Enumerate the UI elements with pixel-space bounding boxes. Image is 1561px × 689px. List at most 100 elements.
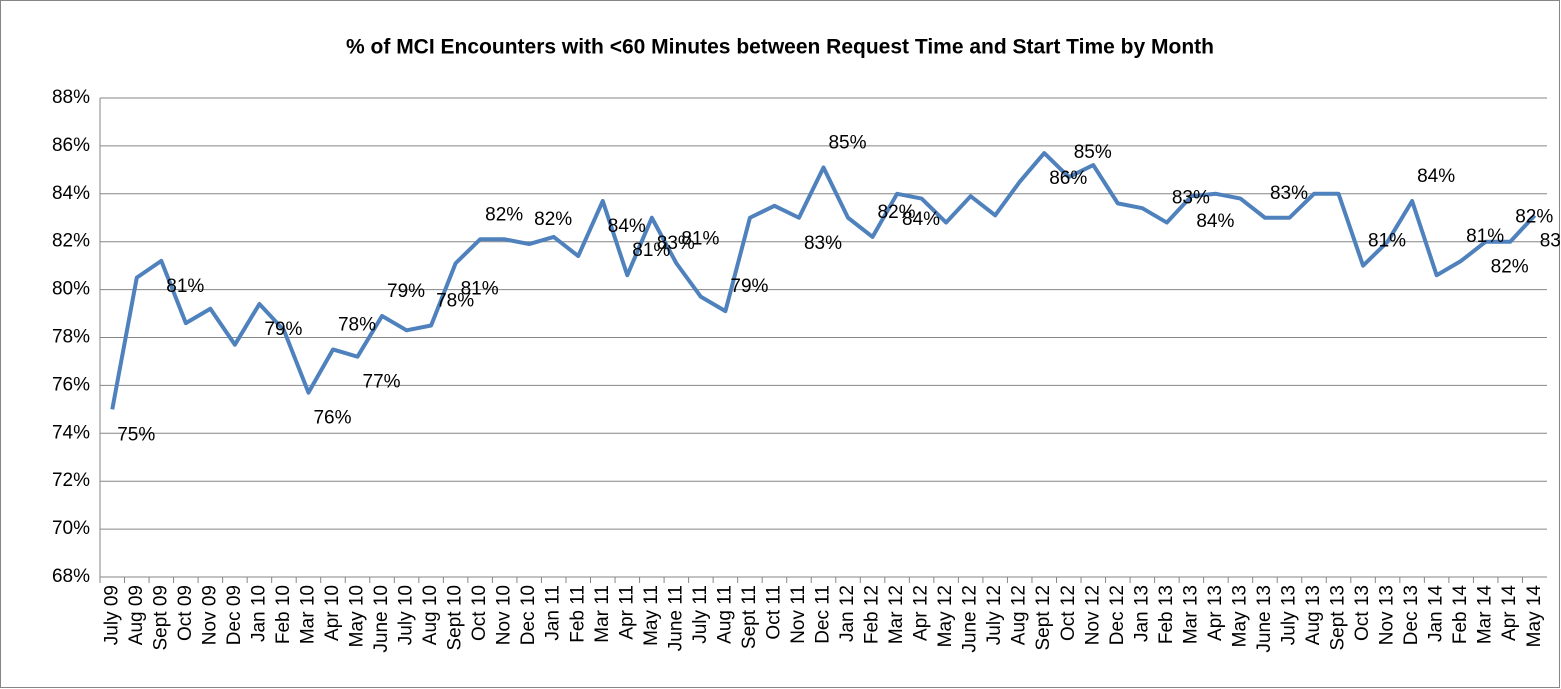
data-label: 82%: [878, 202, 916, 223]
x-tick-label: July 11: [690, 585, 711, 644]
data-label: 85%: [828, 132, 866, 153]
x-tick-label: Mar 10: [297, 585, 318, 644]
x-tick-label: Oct 11: [763, 585, 784, 640]
data-label: 79%: [264, 319, 302, 340]
x-tick-label: Sept 10: [445, 585, 466, 651]
x-tick-label: Dec 11: [813, 585, 834, 644]
x-tick-label: Aug 10: [420, 585, 441, 645]
x-tick-label: July 12: [984, 585, 1005, 645]
x-tick-label: Mar 14: [1475, 585, 1496, 645]
x-tick-label: Sept 13: [1328, 585, 1349, 651]
x-tick-label: Feb 11: [567, 585, 588, 643]
x-tick-label: Aug 11: [714, 585, 735, 644]
x-tick-label: Aug 09: [126, 585, 147, 645]
x-tick-label: June 13: [1254, 585, 1275, 653]
x-tick-label: Oct 13: [1352, 585, 1373, 641]
x-tick-label: Feb 10: [273, 585, 294, 644]
x-tick-label: Oct 12: [1058, 585, 1079, 641]
x-tick-label: Sept 12: [1033, 585, 1054, 651]
y-tick-label: 72%: [52, 470, 90, 491]
y-tick-label: 78%: [52, 327, 90, 348]
x-tick-label: Jan 14: [1426, 585, 1447, 642]
x-tick-label: Sept 11: [739, 585, 760, 649]
x-tick-label: Dec 09: [224, 585, 245, 645]
x-tick-label: Apr 12: [911, 585, 932, 641]
y-tick-label: 74%: [52, 422, 90, 443]
data-label: 81%: [1368, 231, 1406, 252]
y-tick-label: 88%: [52, 87, 90, 108]
x-tick-label: Feb 12: [862, 585, 883, 644]
data-label: 85%: [1074, 142, 1112, 163]
x-tick-label: July 10: [396, 585, 417, 645]
x-tick-label: Jan 11: [543, 585, 564, 641]
data-label: 79%: [387, 281, 425, 302]
x-tick-label: Mar 13: [1180, 585, 1201, 644]
x-tick-label: July 13: [1278, 585, 1299, 645]
x-tick-label: Jan 13: [1131, 585, 1152, 642]
x-tick-label: Apr 11: [616, 585, 637, 640]
x-tick-label: Oct 10: [469, 585, 490, 641]
x-tick-label: Dec 10: [518, 585, 539, 645]
data-label: 82%: [1515, 207, 1553, 228]
data-label: 84%: [1196, 211, 1234, 232]
data-label: 82%: [1491, 257, 1529, 278]
y-tick-label: 82%: [52, 231, 90, 252]
y-tick-label: 84%: [52, 183, 90, 204]
y-tick-label: 86%: [52, 135, 90, 156]
x-tick-label: June 11: [665, 585, 686, 651]
x-tick-label: Jan 10: [248, 585, 269, 642]
x-tick-label: Nov 12: [1082, 585, 1103, 645]
x-tick-label: Nov 09: [199, 585, 220, 645]
data-label: 84%: [902, 209, 940, 230]
x-tick-label: Nov 13: [1377, 585, 1398, 645]
x-tick-label: Feb 14: [1450, 585, 1471, 645]
x-tick-label: Feb 13: [1156, 585, 1177, 644]
data-label: 83%: [1172, 188, 1210, 209]
x-tick-label: June 12: [960, 585, 981, 653]
data-label: 81%: [1466, 226, 1504, 247]
data-label: 83%: [1540, 230, 1561, 251]
x-tick-label: Dec 13: [1401, 585, 1422, 645]
x-tick-label: May 12: [935, 585, 956, 647]
x-tick-label: June 10: [371, 585, 392, 653]
data-label: 83%: [804, 233, 842, 254]
x-tick-label: Apr 10: [322, 585, 343, 641]
x-tick-label: Mar 11: [592, 585, 613, 643]
x-tick-label: Aug 12: [1009, 585, 1030, 645]
x-tick-label: May 11: [641, 585, 662, 646]
chart-title: % of MCI Encounters with <60 Minutes bet…: [346, 36, 1214, 59]
x-tick-label: Apr 13: [1205, 585, 1226, 641]
y-tick-label: 80%: [52, 279, 90, 300]
data-label: 82%: [485, 204, 523, 225]
x-tick-label: Oct 09: [175, 585, 196, 641]
x-tick-label: May 10: [347, 585, 368, 647]
x-tick-label: May 14: [1524, 585, 1545, 648]
data-label: 83%: [1270, 183, 1308, 204]
x-tick-label: Nov 10: [494, 585, 515, 645]
data-label: 77%: [363, 372, 401, 393]
x-tick-label: Nov 11: [788, 585, 809, 644]
data-label: 79%: [730, 276, 768, 297]
y-tick-label: 76%: [52, 374, 90, 395]
x-tick-label: Aug 13: [1303, 585, 1324, 645]
data-label: 78%: [338, 314, 376, 335]
y-tick-label: 70%: [52, 518, 90, 539]
data-label: 83%: [657, 233, 695, 254]
data-label: 78%: [436, 291, 474, 312]
data-label: 75%: [117, 424, 155, 445]
data-label: 82%: [534, 209, 572, 230]
x-tick-label: Dec 12: [1107, 585, 1128, 645]
x-tick-label: Apr 14: [1499, 585, 1520, 641]
data-label: 81%: [166, 276, 204, 297]
y-tick-label: 68%: [52, 566, 90, 587]
x-tick-label: July 09: [101, 585, 122, 645]
data-label: 84%: [608, 216, 646, 237]
data-label: 76%: [313, 408, 351, 429]
x-tick-label: Jan 12: [837, 585, 858, 642]
data-label: 81%: [632, 240, 670, 261]
data-label: 81%: [461, 278, 499, 299]
data-label: 81%: [681, 228, 719, 249]
data-label: 84%: [1417, 166, 1455, 187]
